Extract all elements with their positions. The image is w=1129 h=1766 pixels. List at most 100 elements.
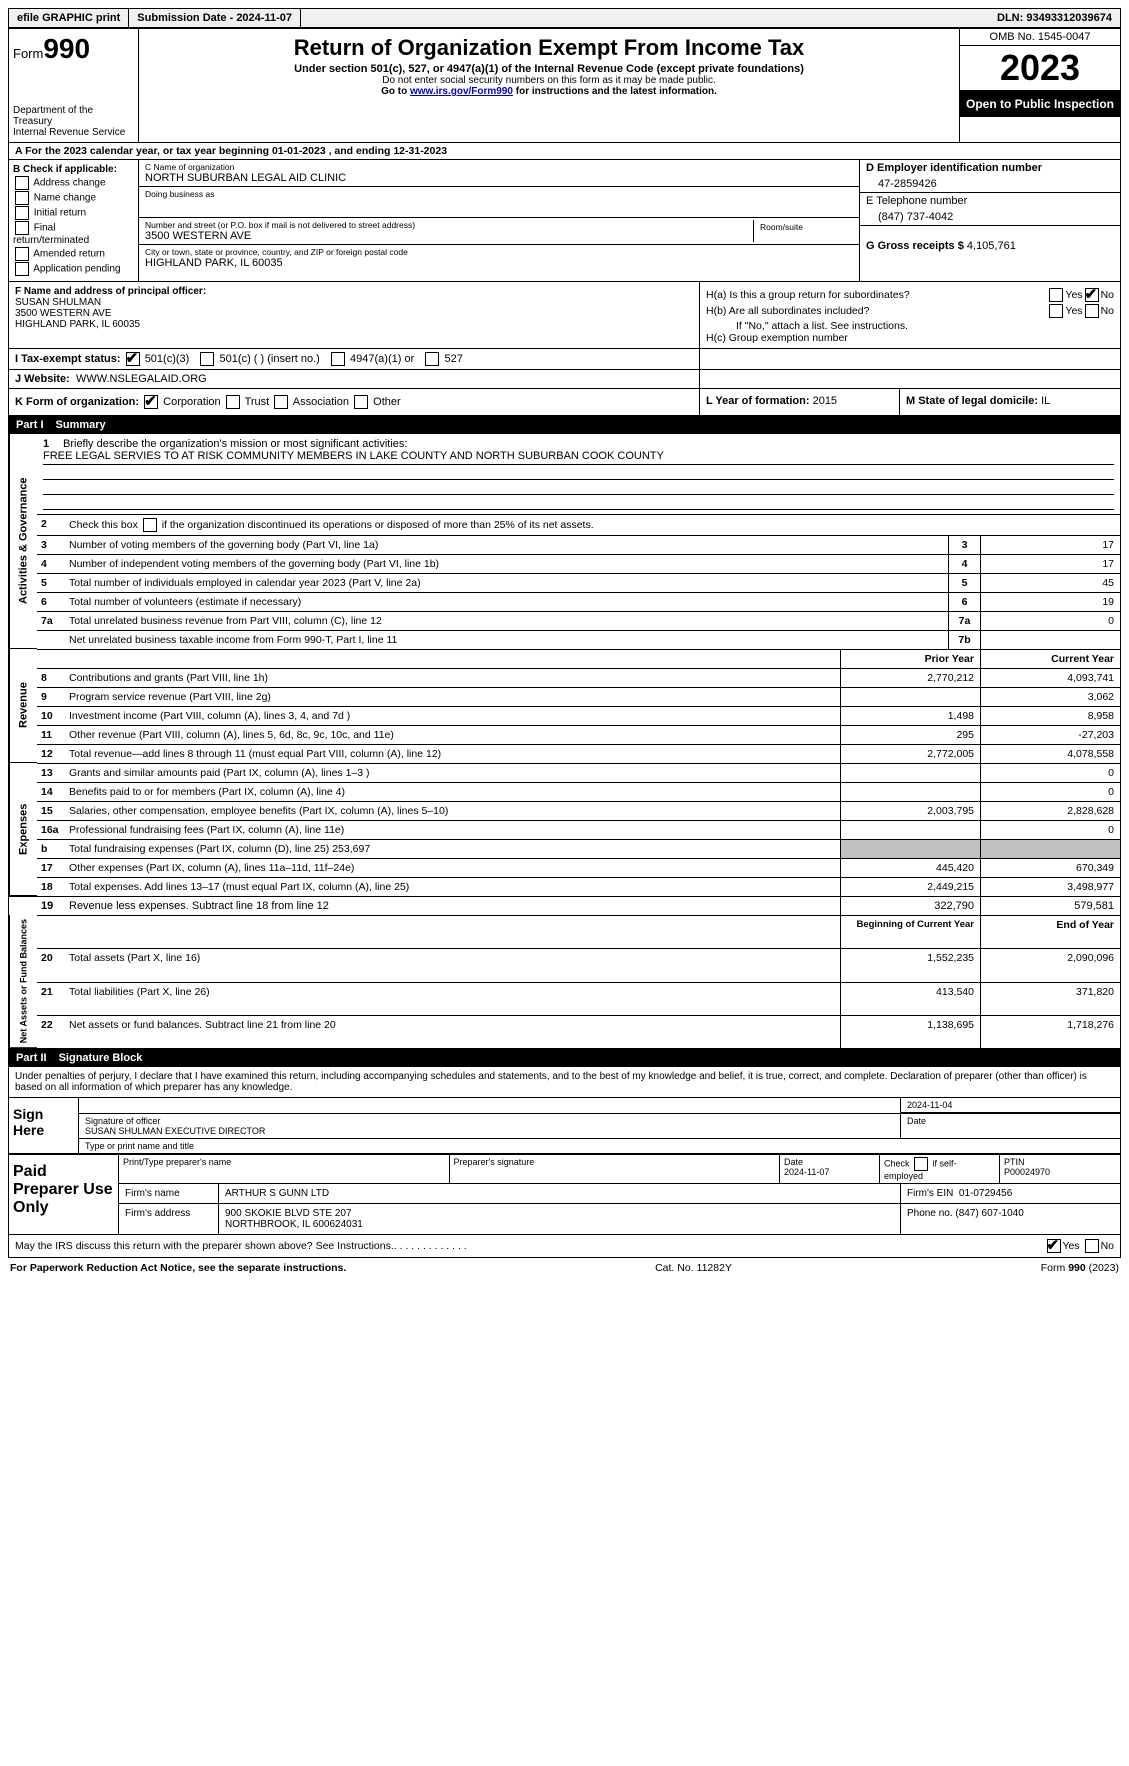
row-klm: K Form of organization: Corporation Trus…: [8, 389, 1121, 416]
ein: 47-2859426: [866, 174, 1114, 190]
header-pycy: Prior YearCurrent Year: [37, 649, 1120, 668]
website: WWW.NSLEGALAID.ORG: [76, 373, 207, 385]
form-number: Form990: [13, 33, 134, 65]
app-pending-checkbox[interactable]: Application pending: [13, 262, 134, 276]
name-change-checkbox[interactable]: Name change: [13, 191, 134, 205]
ssn-note: Do not enter social security numbers on …: [149, 75, 949, 86]
part1-summary: Activities & Governance 1Briefly describ…: [8, 434, 1121, 1049]
line-21: 21Total liabilities (Part X, line 26)413…: [37, 982, 1120, 1015]
expenses-label: Expenses: [9, 763, 37, 896]
line-18: 18Total expenses. Add lines 13–17 (must …: [37, 877, 1120, 896]
signature-section: Under penalties of perjury, I declare th…: [8, 1067, 1121, 1154]
line-7b: Net unrelated business taxable income fr…: [37, 630, 1120, 649]
section-bcd: B Check if applicable: Address change Na…: [8, 160, 1121, 282]
other-checkbox[interactable]: [354, 395, 368, 409]
final-return-checkbox[interactable]: Final return/terminated: [13, 221, 134, 246]
line-5: 5Total number of individuals employed in…: [37, 573, 1120, 592]
hb-no-checkbox[interactable]: [1085, 304, 1099, 318]
org-name: NORTH SUBURBAN LEGAL AID CLINIC: [145, 172, 853, 184]
governance-label: Activities & Governance: [9, 434, 37, 649]
form-subtitle: Under section 501(c), 527, or 4947(a)(1)…: [149, 63, 949, 75]
section-h: H(a) Is this a group return for subordin…: [700, 282, 1120, 348]
4947-checkbox[interactable]: [331, 352, 345, 366]
hb-yes-checkbox[interactable]: [1049, 304, 1063, 318]
line-19: 19Revenue less expenses. Subtract line 1…: [9, 896, 1120, 915]
row-a-tax-year: A For the 2023 calendar year, or tax yea…: [8, 143, 1121, 160]
tax-year: 2023: [960, 46, 1120, 91]
line-6: 6Total number of volunteers (estimate if…: [37, 592, 1120, 611]
officer-name: SUSAN SHULMAN: [15, 297, 693, 308]
firm-name: ARTHUR S GUNN LTD: [219, 1184, 900, 1203]
501c-checkbox[interactable]: [200, 352, 214, 366]
officer-signature: SUSAN SHULMAN EXECUTIVE DIRECTOR: [85, 1126, 894, 1136]
line-17: 17Other expenses (Part IX, column (A), l…: [37, 858, 1120, 877]
addr-change-checkbox[interactable]: Address change: [13, 176, 134, 190]
form-title: Return of Organization Exempt From Incom…: [149, 35, 949, 61]
firm-ein: 01-0729456: [959, 1188, 1012, 1199]
discuss-row: May the IRS discuss this return with the…: [8, 1235, 1121, 1258]
section-f: F Name and address of principal officer:…: [9, 282, 700, 348]
line-9: 9Program service revenue (Part VIII, lin…: [37, 687, 1120, 706]
line-11: 11Other revenue (Part VIII, column (A), …: [37, 725, 1120, 744]
self-employed-checkbox[interactable]: [914, 1157, 928, 1171]
inspection-badge: Open to Public Inspection: [960, 91, 1120, 117]
line-16b: bTotal fundraising expenses (Part IX, co…: [37, 839, 1120, 858]
ptin: P00024970: [1004, 1167, 1050, 1177]
org-city: HIGHLAND PARK, IL 60035: [145, 257, 853, 269]
line-20: 20Total assets (Part X, line 16)1,552,23…: [37, 948, 1120, 981]
goto-instructions: Go to www.irs.gov/Form990 for instructio…: [149, 86, 949, 97]
mission-text: FREE LEGAL SERVIES TO AT RISK COMMUNITY …: [43, 450, 1114, 465]
ha-yes-checkbox[interactable]: [1049, 288, 1063, 302]
dln: DLN: 93493312039674: [989, 9, 1120, 27]
discuss-yes-checkbox[interactable]: [1047, 1239, 1061, 1253]
prep-date: 2024-11-07: [784, 1167, 829, 1177]
top-bar: efile GRAPHIC print Submission Date - 20…: [8, 8, 1121, 28]
phone: (847) 737-4042: [866, 207, 1114, 223]
paid-preparer-section: Paid Preparer Use Only Print/Type prepar…: [8, 1154, 1121, 1235]
gross-receipts: 4,105,761: [967, 240, 1016, 252]
netassets-label: Net Assets or Fund Balances: [9, 915, 37, 1048]
assoc-checkbox[interactable]: [274, 395, 288, 409]
efile-button[interactable]: efile GRAPHIC print: [9, 9, 129, 27]
527-checkbox[interactable]: [425, 352, 439, 366]
501c3-checkbox[interactable]: [126, 352, 140, 366]
ha-no-checkbox[interactable]: [1085, 288, 1099, 302]
submission-date: Submission Date - 2024-11-07: [129, 9, 301, 27]
omb-number: OMB No. 1545-0047: [960, 29, 1120, 46]
line-7a: 7aTotal unrelated business revenue from …: [37, 611, 1120, 630]
state-domicile: IL: [1041, 395, 1050, 407]
part1-header: Part I Summary: [8, 416, 1121, 434]
paid-preparer-label: Paid Preparer Use Only: [9, 1155, 119, 1234]
line-14: 14Benefits paid to or for members (Part …: [37, 782, 1120, 801]
discuss-no-checkbox[interactable]: [1085, 1239, 1099, 1253]
revenue-label: Revenue: [9, 649, 37, 763]
sign-here-label: Sign Here: [9, 1097, 79, 1153]
firm-phone: (847) 607-1040: [955, 1208, 1023, 1219]
trust-checkbox[interactable]: [226, 395, 240, 409]
initial-return-checkbox[interactable]: Initial return: [13, 206, 134, 220]
line-8: 8Contributions and grants (Part VIII, li…: [37, 668, 1120, 687]
irs-link[interactable]: www.irs.gov/Form990: [410, 86, 513, 97]
form-header: Form990 Department of the Treasury Inter…: [8, 28, 1121, 143]
section-deg: D Employer identification number 47-2859…: [860, 160, 1120, 281]
page-footer: For Paperwork Reduction Act Notice, see …: [8, 1258, 1121, 1278]
line-3: 3Number of voting members of the governi…: [37, 535, 1120, 554]
line-15: 15Salaries, other compensation, employee…: [37, 801, 1120, 820]
line-2: 2Check this box if the organization disc…: [37, 514, 1120, 535]
row-i: I Tax-exempt status: 501(c)(3) 501(c) ( …: [8, 349, 1121, 370]
header-boyeoy: Beginning of Current YearEnd of Year: [37, 915, 1120, 948]
declaration-text: Under penalties of perjury, I declare th…: [9, 1067, 1120, 1097]
line-22: 22Net assets or fund balances. Subtract …: [37, 1015, 1120, 1048]
line-4: 4Number of independent voting members of…: [37, 554, 1120, 573]
sig-date: 2024-11-04: [900, 1098, 1120, 1113]
line-13: 13Grants and similar amounts paid (Part …: [37, 763, 1120, 782]
line-10: 10Investment income (Part VIII, column (…: [37, 706, 1120, 725]
dept-treasury: Department of the Treasury Internal Reve…: [13, 105, 134, 138]
section-fh: F Name and address of principal officer:…: [8, 282, 1121, 349]
year-formation: 2015: [813, 395, 837, 407]
section-b-checkboxes: B Check if applicable: Address change Na…: [9, 160, 139, 281]
part2-header: Part II Signature Block: [8, 1049, 1121, 1067]
corp-checkbox[interactable]: [144, 395, 158, 409]
amended-return-checkbox[interactable]: Amended return: [13, 247, 134, 261]
org-street: 3500 WESTERN AVE: [145, 230, 753, 242]
